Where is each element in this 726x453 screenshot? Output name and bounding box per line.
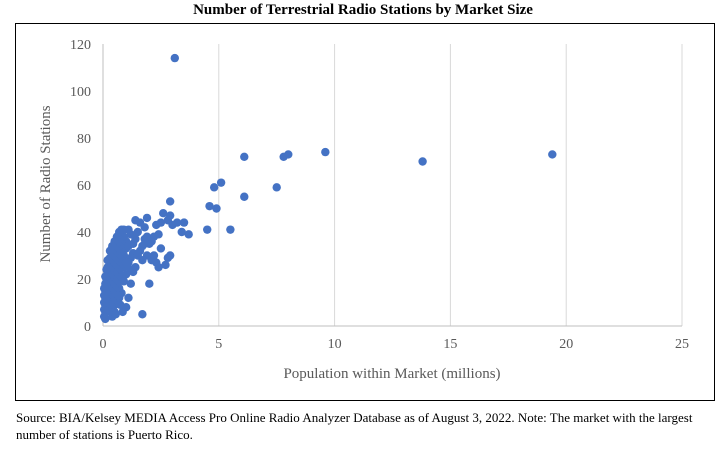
data-point [212, 204, 221, 213]
data-point [548, 150, 557, 159]
data-point [99, 305, 109, 314]
data-points [99, 53, 557, 324]
gridlines [218, 44, 683, 326]
data-point [279, 152, 288, 161]
data-point [99, 312, 109, 321]
y-axis-title: Number of Radio Stations [38, 105, 54, 262]
data-point [240, 152, 249, 161]
data-point [156, 244, 166, 253]
data-point [152, 220, 161, 230]
data-point [118, 307, 127, 317]
chart-frame: 0 5 10 15 20 25 0 20 40 60 80 100 120 Population wit… [15, 23, 715, 401]
data-point [145, 279, 154, 288]
data-point [170, 53, 179, 63]
data-point [124, 241, 133, 251]
y-tick-label: 0 [84, 320, 91, 335]
data-point [135, 246, 145, 255]
x-tick-label: 20 [559, 337, 573, 352]
data-point [168, 220, 177, 230]
data-point [149, 251, 159, 260]
data-point [101, 272, 110, 281]
data-point [272, 183, 281, 192]
data-point [205, 201, 214, 211]
data-point [226, 225, 235, 234]
data-point [184, 230, 193, 239]
y-tick-label: 40 [77, 226, 91, 241]
y-tick-label: 60 [77, 179, 91, 194]
data-point [142, 232, 152, 241]
data-point [159, 209, 168, 218]
data-point [138, 310, 147, 319]
data-point [119, 277, 129, 286]
data-point [113, 291, 123, 300]
data-point [124, 293, 133, 302]
x-axis-title: Population within Market (millions) [283, 366, 500, 382]
data-point [177, 227, 186, 237]
data-point [99, 291, 109, 300]
data-point [240, 192, 249, 201]
data-point [103, 256, 112, 265]
data-point [131, 263, 140, 272]
data-point [102, 265, 111, 274]
x-tick-label: 10 [328, 337, 342, 352]
data-point [116, 300, 125, 310]
scatter-plot: 0 5 10 15 20 25 0 20 40 60 80 100 120 Population wit… [38, 38, 689, 382]
x-tick-label: 5 [215, 337, 222, 352]
axes [102, 44, 682, 327]
data-point [216, 178, 226, 187]
data-point [126, 230, 135, 239]
data-point [203, 225, 212, 234]
data-point [321, 147, 330, 157]
y-tick-label: 80 [77, 132, 91, 147]
data-point [165, 197, 175, 206]
x-tick-label: 25 [675, 337, 689, 352]
data-point [105, 246, 115, 255]
y-tick-label: 20 [77, 273, 91, 288]
data-point [179, 218, 189, 227]
data-point [121, 258, 131, 267]
x-tick-label: 15 [443, 337, 457, 352]
data-point [165, 251, 175, 260]
data-point [140, 239, 149, 248]
data-point [161, 260, 170, 270]
y-tick-label: 100 [70, 85, 91, 100]
data-point [418, 157, 427, 166]
x-tick-label: 0 [100, 337, 107, 352]
data-point [111, 310, 120, 319]
data-point [99, 284, 109, 293]
chart-title: Number of Terrestrial Radio Stations by … [193, 2, 533, 18]
source-note: Source: BIA/Kelsey MEDIA Access Pro Onli… [16, 410, 693, 442]
data-point [154, 263, 163, 272]
data-point [142, 213, 152, 223]
data-point [209, 183, 219, 192]
data-point [131, 216, 140, 225]
tick-labels: 0 5 10 15 20 25 0 20 40 60 80 100 120 [70, 38, 689, 352]
data-point [99, 298, 109, 307]
y-tick-label: 120 [70, 38, 91, 53]
data-point [133, 227, 142, 237]
data-point [126, 279, 135, 288]
